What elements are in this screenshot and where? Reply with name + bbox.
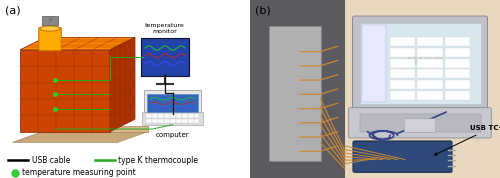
FancyBboxPatch shape: [445, 80, 470, 89]
FancyBboxPatch shape: [390, 91, 415, 100]
FancyBboxPatch shape: [152, 119, 158, 123]
FancyBboxPatch shape: [39, 28, 61, 51]
FancyBboxPatch shape: [417, 59, 443, 68]
Text: (b): (b): [255, 5, 271, 15]
FancyBboxPatch shape: [250, 0, 345, 178]
Polygon shape: [42, 126, 148, 132]
FancyBboxPatch shape: [42, 16, 58, 25]
FancyBboxPatch shape: [390, 37, 415, 46]
FancyBboxPatch shape: [360, 114, 480, 132]
FancyBboxPatch shape: [445, 59, 470, 68]
FancyBboxPatch shape: [147, 94, 198, 112]
FancyBboxPatch shape: [360, 23, 480, 104]
FancyBboxPatch shape: [417, 91, 443, 100]
FancyBboxPatch shape: [158, 119, 164, 123]
Text: USB cable: USB cable: [32, 156, 71, 165]
Polygon shape: [12, 132, 147, 142]
FancyBboxPatch shape: [352, 16, 488, 112]
FancyBboxPatch shape: [182, 114, 188, 118]
Polygon shape: [20, 50, 110, 132]
FancyBboxPatch shape: [164, 119, 170, 123]
FancyBboxPatch shape: [269, 26, 321, 161]
FancyBboxPatch shape: [188, 119, 194, 123]
FancyBboxPatch shape: [176, 114, 182, 118]
FancyBboxPatch shape: [144, 90, 201, 114]
FancyBboxPatch shape: [390, 69, 415, 78]
FancyBboxPatch shape: [390, 48, 415, 57]
FancyBboxPatch shape: [353, 141, 452, 172]
FancyBboxPatch shape: [445, 69, 470, 78]
FancyBboxPatch shape: [142, 38, 188, 76]
FancyBboxPatch shape: [417, 80, 443, 89]
FancyBboxPatch shape: [170, 114, 175, 118]
Ellipse shape: [40, 26, 60, 31]
FancyBboxPatch shape: [142, 112, 203, 125]
FancyBboxPatch shape: [445, 48, 470, 57]
Polygon shape: [20, 37, 135, 50]
Text: ⚡: ⚡: [48, 17, 52, 23]
FancyBboxPatch shape: [349, 108, 491, 138]
FancyBboxPatch shape: [362, 25, 386, 102]
Text: temperature measuring point: temperature measuring point: [22, 168, 136, 177]
FancyBboxPatch shape: [158, 114, 164, 118]
Text: computer: computer: [156, 132, 190, 138]
Text: (a): (a): [5, 5, 20, 15]
FancyBboxPatch shape: [146, 119, 152, 123]
FancyBboxPatch shape: [445, 91, 470, 100]
FancyBboxPatch shape: [390, 80, 415, 89]
FancyBboxPatch shape: [194, 119, 200, 123]
Text: temperature
monitor: temperature monitor: [145, 23, 185, 34]
Polygon shape: [110, 37, 135, 132]
FancyBboxPatch shape: [417, 37, 443, 46]
FancyBboxPatch shape: [176, 119, 182, 123]
FancyBboxPatch shape: [345, 0, 500, 178]
FancyBboxPatch shape: [152, 114, 158, 118]
FancyBboxPatch shape: [445, 37, 470, 46]
FancyBboxPatch shape: [188, 114, 194, 118]
Text: type K thermocouple: type K thermocouple: [118, 156, 198, 165]
Text: pico: pico: [406, 51, 444, 70]
FancyBboxPatch shape: [146, 114, 152, 118]
FancyBboxPatch shape: [170, 119, 175, 123]
FancyBboxPatch shape: [182, 119, 188, 123]
FancyBboxPatch shape: [164, 114, 170, 118]
FancyBboxPatch shape: [417, 69, 443, 78]
FancyBboxPatch shape: [417, 48, 443, 57]
FancyBboxPatch shape: [194, 114, 200, 118]
FancyBboxPatch shape: [404, 119, 436, 132]
Text: USB TC-08: USB TC-08: [434, 125, 500, 155]
FancyBboxPatch shape: [390, 59, 415, 68]
